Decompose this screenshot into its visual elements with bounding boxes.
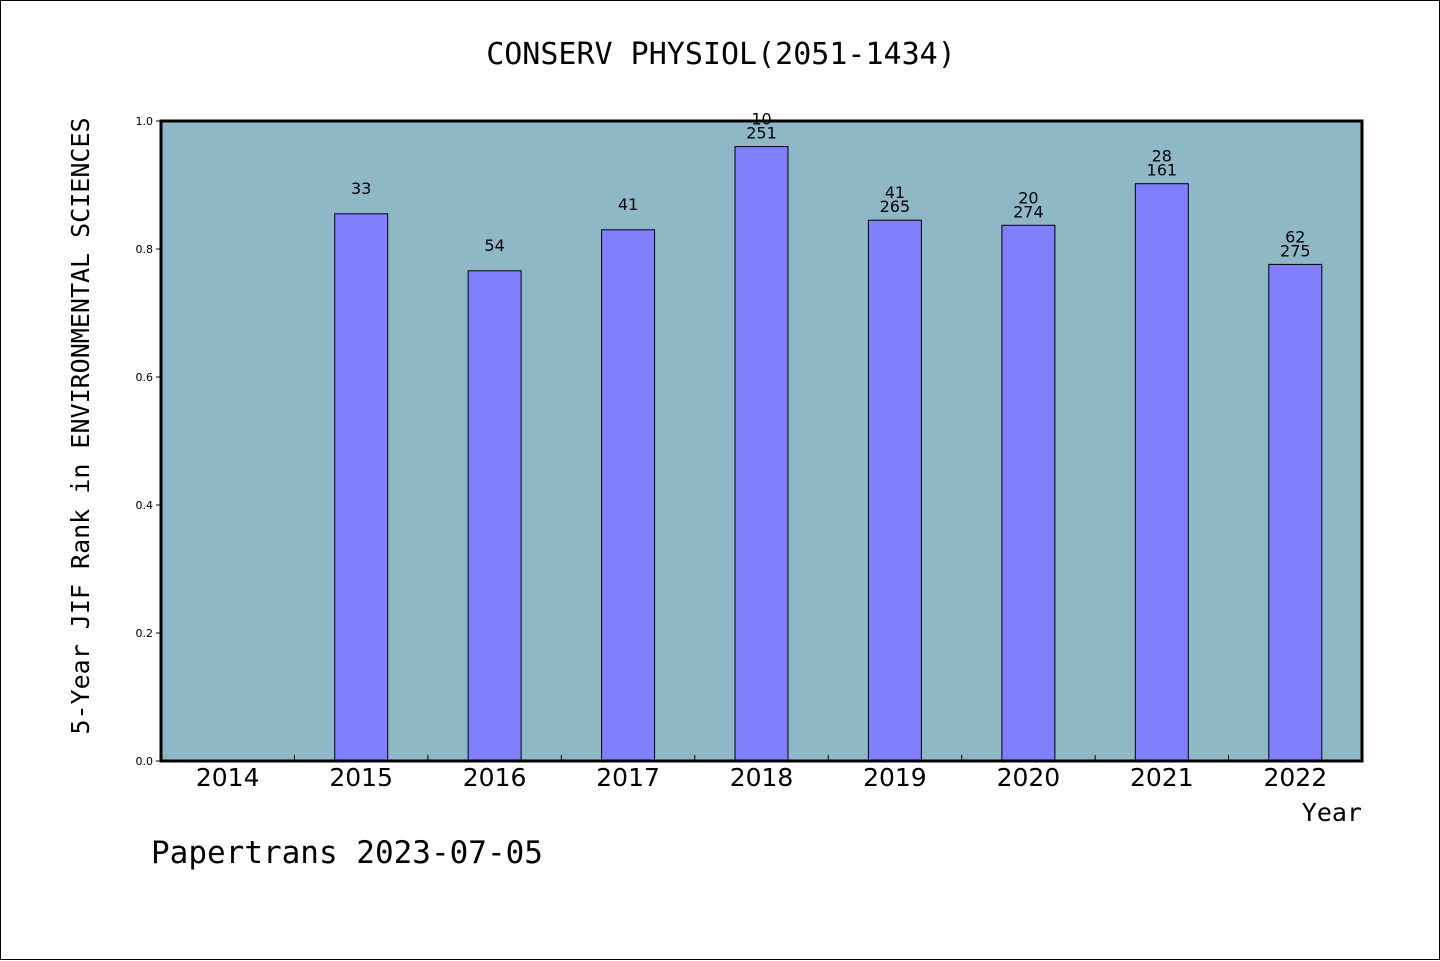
footer-note: Papertrans 2023-07-05 xyxy=(151,835,543,871)
data-label-2015-1: 33 xyxy=(351,179,371,198)
data-label-2019-1: 41 xyxy=(885,183,905,202)
bar-2016 xyxy=(467,270,522,762)
bar-2018 xyxy=(734,146,789,762)
data-label-2020-1: 20 xyxy=(1018,188,1038,207)
bar-2022 xyxy=(1268,263,1323,762)
x-tick-label-2017: 2017 xyxy=(596,763,660,792)
y-tick-label-2: 0.4 xyxy=(136,499,154,512)
bars-layer xyxy=(334,146,1323,762)
bar-2017 xyxy=(601,229,656,762)
bar-2021 xyxy=(1134,183,1189,762)
x-tick-label-2020: 2020 xyxy=(997,763,1061,792)
y-tick-label-4: 0.8 xyxy=(136,243,154,256)
y-tick-label-1: 0.2 xyxy=(136,627,154,640)
data-label-2017-1: 41 xyxy=(618,195,638,214)
y-axis-title: 5-Year JIF Rank in ENVIRONMENTAL SCIENCE… xyxy=(66,117,95,734)
data-label-2019-2: 265 xyxy=(880,197,911,216)
data-label-2021-2: 161 xyxy=(1147,161,1178,180)
data-label-2018-2: 251 xyxy=(746,124,777,143)
data-label-2018-1: 10 xyxy=(751,110,771,129)
y-tick-label-3: 0.6 xyxy=(136,371,154,384)
bar-2015 xyxy=(334,213,389,762)
data-label-2021-1: 28 xyxy=(1152,147,1172,166)
y-tick-label-5: 1.0 xyxy=(136,115,154,128)
data-label-2016-1: 54 xyxy=(484,236,504,255)
data-label-2022-1: 62 xyxy=(1285,227,1305,246)
plot-border xyxy=(159,119,1364,763)
bar-2020 xyxy=(1001,224,1056,762)
y-tick-label-0: 0.0 xyxy=(136,755,154,768)
x-tick-label-2022: 2022 xyxy=(1263,763,1327,792)
axes-layer: 2014 2015 2016 2017 2018 2019 2020 2021 2022 0.0 0… xyxy=(136,115,1328,792)
x-axis-title: Year xyxy=(1302,798,1362,827)
x-tick-label-2015: 2015 xyxy=(329,763,393,792)
x-tick-label-2021: 2021 xyxy=(1130,763,1194,792)
x-tick-label-2018: 2018 xyxy=(730,763,794,792)
chart-title: CONSERV PHYSIOL(2051-1434) xyxy=(486,37,956,72)
x-tick-label-2016: 2016 xyxy=(463,763,527,792)
data-label-2022-2: 275 xyxy=(1280,241,1311,260)
bar-2019 xyxy=(867,219,922,762)
x-tick-label-2014: 2014 xyxy=(196,763,260,792)
x-tick-label-2019: 2019 xyxy=(863,763,927,792)
data-label-2020-2: 274 xyxy=(1013,202,1044,221)
